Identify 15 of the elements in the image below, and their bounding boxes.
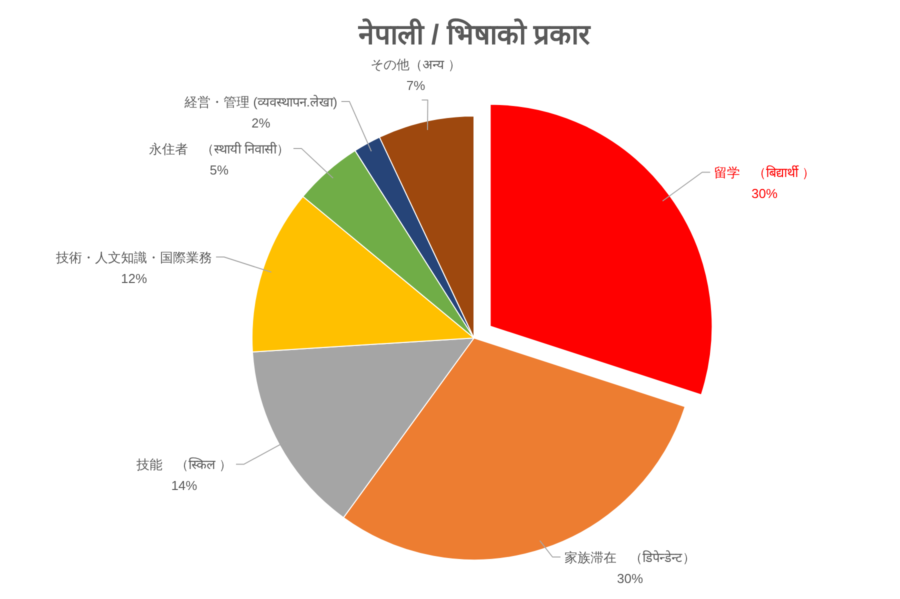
data-label: 7% bbox=[406, 78, 426, 93]
data-label: 12% bbox=[121, 271, 148, 286]
slice-label: 技能 （स्किल ） bbox=[135, 457, 232, 472]
slice-label: 家族滞在 （डिपेन्डेन्ट） bbox=[564, 550, 696, 565]
data-label: 30% bbox=[616, 571, 644, 586]
slice-label: 留学 （बिद्यार्थी ） bbox=[714, 165, 815, 180]
data-label: 30% bbox=[751, 186, 778, 202]
data-label: 5% bbox=[210, 162, 229, 178]
slice-label: 永住者 （स्थायी निवासी） bbox=[148, 141, 290, 156]
slice-label: その他（अन्य ） bbox=[370, 57, 462, 72]
chart-title: नेपाली / भिषाको प्रकार bbox=[357, 18, 592, 50]
data-label: 14% bbox=[171, 478, 198, 494]
data-label: 2% bbox=[252, 115, 271, 130]
slice-label: 経営・管理 (व्यवस्थापन.लेखा) bbox=[183, 94, 338, 110]
slice-label: 技術・人文知識・国際業務 bbox=[55, 250, 212, 266]
